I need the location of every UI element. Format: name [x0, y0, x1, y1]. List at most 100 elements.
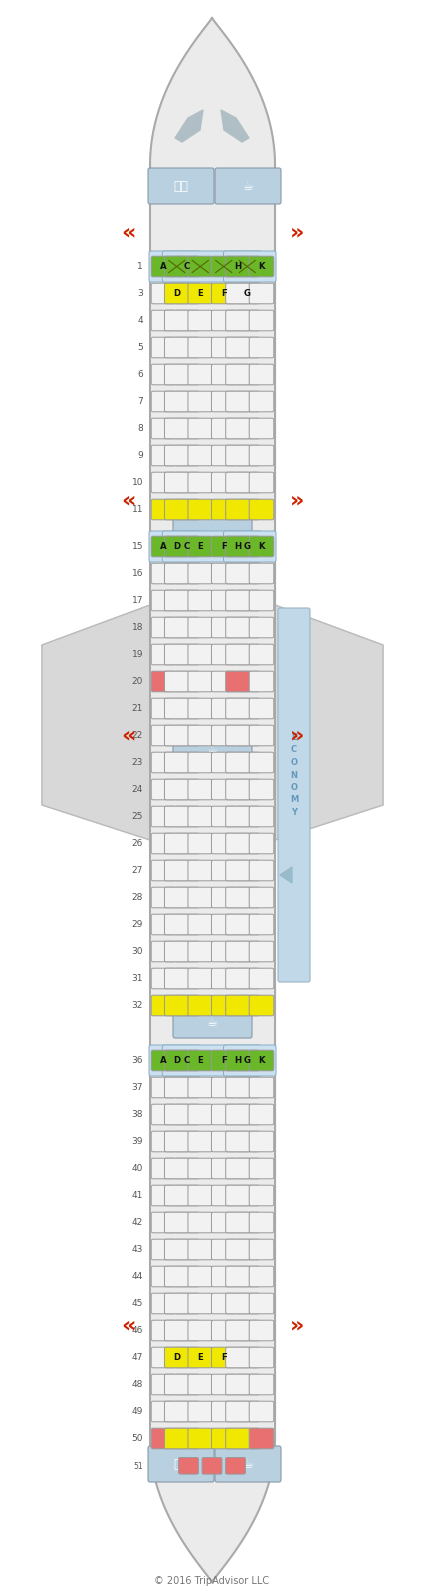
FancyBboxPatch shape — [164, 337, 189, 358]
FancyBboxPatch shape — [175, 806, 199, 827]
Polygon shape — [221, 110, 249, 142]
Text: K: K — [258, 543, 265, 551]
FancyBboxPatch shape — [151, 536, 176, 557]
FancyBboxPatch shape — [249, 563, 274, 584]
FancyBboxPatch shape — [235, 915, 260, 935]
FancyBboxPatch shape — [226, 887, 250, 908]
FancyBboxPatch shape — [151, 1159, 176, 1179]
FancyBboxPatch shape — [249, 1238, 274, 1259]
Text: 11: 11 — [131, 504, 143, 514]
FancyBboxPatch shape — [175, 860, 199, 881]
Text: F: F — [221, 1057, 227, 1065]
FancyBboxPatch shape — [188, 282, 212, 303]
Text: «: « — [121, 490, 135, 511]
FancyBboxPatch shape — [175, 536, 199, 557]
FancyBboxPatch shape — [226, 1132, 250, 1152]
FancyBboxPatch shape — [235, 364, 260, 385]
Text: C: C — [184, 262, 190, 271]
Text: G: G — [244, 543, 251, 551]
FancyBboxPatch shape — [188, 1132, 212, 1152]
FancyBboxPatch shape — [235, 1320, 260, 1341]
FancyBboxPatch shape — [188, 1428, 212, 1449]
Text: 46: 46 — [132, 1326, 143, 1334]
FancyBboxPatch shape — [151, 1401, 176, 1422]
FancyBboxPatch shape — [249, 915, 274, 935]
FancyBboxPatch shape — [235, 536, 260, 557]
FancyBboxPatch shape — [224, 1045, 276, 1076]
FancyBboxPatch shape — [188, 1374, 212, 1395]
Text: A: A — [160, 543, 167, 551]
FancyBboxPatch shape — [226, 257, 250, 276]
FancyBboxPatch shape — [175, 1266, 199, 1286]
FancyBboxPatch shape — [164, 915, 189, 935]
FancyBboxPatch shape — [164, 1293, 189, 1314]
FancyBboxPatch shape — [151, 725, 176, 745]
FancyBboxPatch shape — [249, 418, 274, 439]
FancyBboxPatch shape — [164, 1401, 189, 1422]
FancyBboxPatch shape — [164, 1347, 189, 1368]
Text: 8: 8 — [137, 425, 143, 433]
FancyBboxPatch shape — [249, 645, 274, 666]
Polygon shape — [42, 605, 150, 839]
FancyBboxPatch shape — [235, 697, 260, 718]
FancyBboxPatch shape — [164, 1050, 189, 1071]
FancyBboxPatch shape — [212, 391, 236, 412]
FancyBboxPatch shape — [151, 337, 176, 358]
FancyBboxPatch shape — [226, 1401, 250, 1422]
FancyBboxPatch shape — [175, 833, 199, 854]
FancyBboxPatch shape — [175, 1186, 199, 1207]
Text: ☕: ☕ — [242, 179, 254, 193]
FancyBboxPatch shape — [249, 806, 274, 827]
FancyBboxPatch shape — [164, 591, 189, 611]
Text: 32: 32 — [132, 1001, 143, 1010]
FancyBboxPatch shape — [164, 1159, 189, 1179]
FancyBboxPatch shape — [175, 1320, 199, 1341]
FancyBboxPatch shape — [215, 168, 281, 204]
Text: 40: 40 — [132, 1163, 143, 1173]
FancyBboxPatch shape — [212, 536, 236, 557]
FancyBboxPatch shape — [235, 337, 260, 358]
FancyBboxPatch shape — [188, 391, 212, 412]
FancyBboxPatch shape — [212, 1374, 236, 1395]
FancyBboxPatch shape — [175, 1159, 199, 1179]
FancyBboxPatch shape — [249, 591, 274, 611]
FancyBboxPatch shape — [226, 942, 250, 962]
FancyBboxPatch shape — [164, 942, 189, 962]
FancyBboxPatch shape — [235, 969, 260, 990]
FancyBboxPatch shape — [173, 1009, 252, 1037]
FancyBboxPatch shape — [226, 1159, 250, 1179]
Text: 18: 18 — [131, 622, 143, 632]
FancyBboxPatch shape — [226, 996, 250, 1015]
FancyBboxPatch shape — [175, 1132, 199, 1152]
FancyBboxPatch shape — [188, 337, 212, 358]
FancyBboxPatch shape — [249, 697, 274, 718]
FancyBboxPatch shape — [235, 645, 260, 666]
FancyBboxPatch shape — [175, 672, 199, 691]
FancyBboxPatch shape — [235, 418, 260, 439]
Text: 4: 4 — [137, 316, 143, 326]
FancyBboxPatch shape — [162, 251, 262, 282]
FancyBboxPatch shape — [249, 1347, 274, 1368]
FancyBboxPatch shape — [164, 1266, 189, 1286]
FancyBboxPatch shape — [164, 1374, 189, 1395]
FancyBboxPatch shape — [175, 500, 199, 520]
FancyBboxPatch shape — [235, 310, 260, 330]
FancyBboxPatch shape — [226, 806, 250, 827]
FancyBboxPatch shape — [164, 310, 189, 330]
FancyBboxPatch shape — [175, 563, 199, 584]
FancyBboxPatch shape — [164, 806, 189, 827]
FancyBboxPatch shape — [188, 697, 212, 718]
FancyBboxPatch shape — [188, 536, 212, 557]
FancyBboxPatch shape — [235, 1266, 260, 1286]
FancyBboxPatch shape — [164, 445, 189, 466]
FancyBboxPatch shape — [212, 1050, 236, 1071]
FancyBboxPatch shape — [226, 500, 250, 520]
FancyBboxPatch shape — [226, 1347, 250, 1368]
Text: D: D — [173, 543, 180, 551]
FancyBboxPatch shape — [226, 915, 250, 935]
FancyBboxPatch shape — [226, 1266, 250, 1286]
FancyBboxPatch shape — [235, 860, 260, 881]
FancyBboxPatch shape — [151, 1213, 176, 1232]
FancyBboxPatch shape — [278, 608, 310, 982]
FancyBboxPatch shape — [235, 391, 260, 412]
